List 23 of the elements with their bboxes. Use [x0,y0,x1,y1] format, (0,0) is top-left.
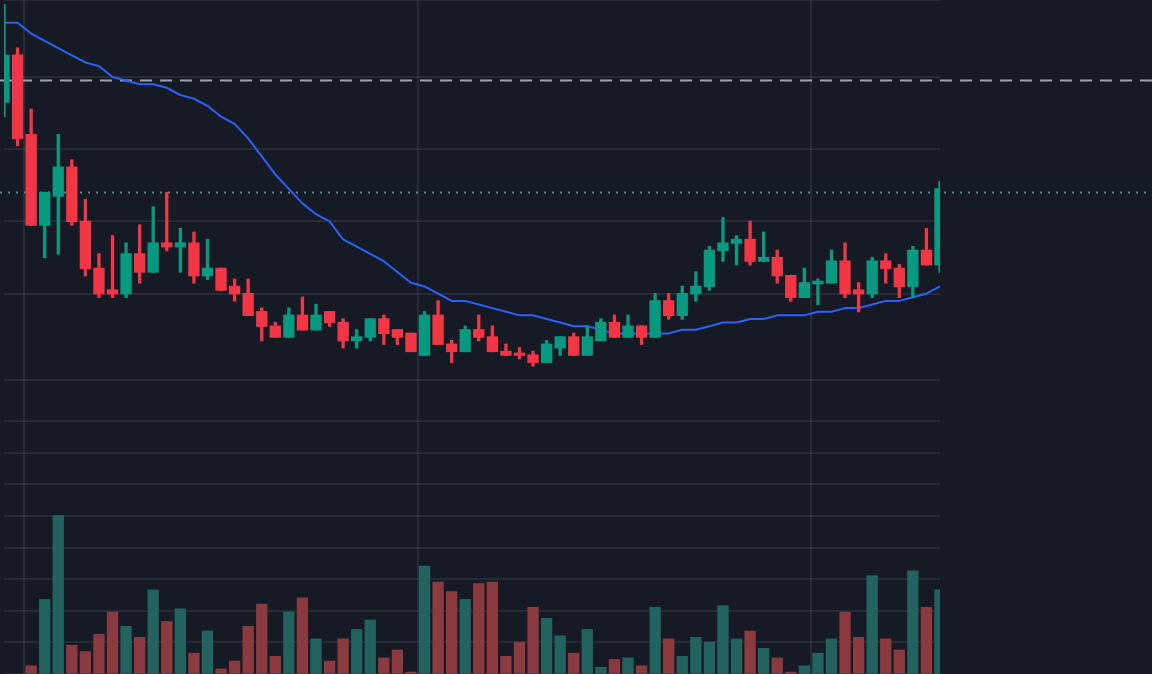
bar [174,608,187,674]
bar [663,638,675,674]
bar [120,625,132,674]
bar [757,648,770,674]
bar [622,657,634,674]
bar [188,652,200,674]
bar [133,636,146,674]
bar [161,621,173,674]
bar [744,630,756,674]
bar [147,589,159,674]
bar [459,599,471,674]
bar [283,611,295,674]
bar [866,575,878,674]
bar [568,652,580,674]
bar [296,597,309,674]
bar [418,565,431,674]
bar [201,630,214,674]
bar [635,665,648,674]
bar [649,606,661,674]
bar [310,638,322,674]
bar [907,570,919,674]
bar [608,659,621,674]
bar [25,665,37,674]
